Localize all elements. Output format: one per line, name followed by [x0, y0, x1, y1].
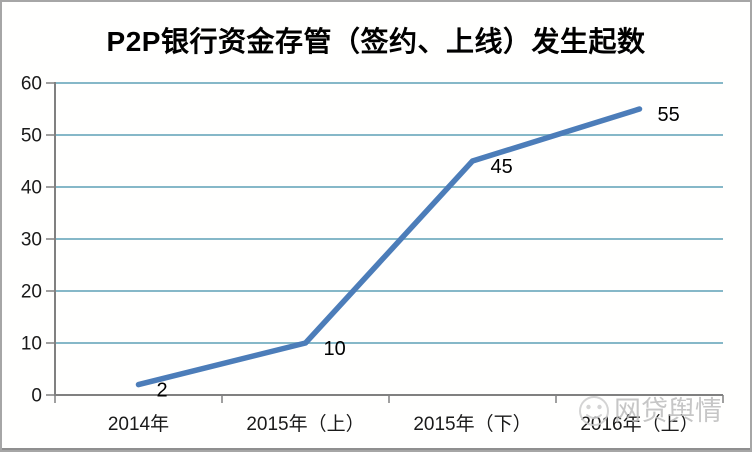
x-axis-label: 2016年（上） [580, 413, 698, 435]
y-axis-label: 30 [21, 230, 42, 251]
x-axis-label: 2015年（下） [413, 413, 531, 435]
data-label: 45 [491, 156, 513, 178]
x-axis-label: 2015年（上） [246, 413, 364, 435]
y-axis-label: 50 [21, 126, 42, 147]
y-axis-label: 10 [21, 334, 42, 355]
y-axis-label: 60 [21, 74, 42, 95]
y-axis-label: 0 [31, 386, 42, 407]
chart-title: P2P银行资金存管（签约、上线）发生起数 [106, 26, 646, 57]
data-label: 2 [157, 380, 168, 402]
data-series-line [135, 106, 643, 388]
data-label: 55 [658, 104, 680, 126]
y-axis-label: 20 [21, 282, 42, 303]
x-axis-label: 2014年 [108, 413, 169, 435]
data-label: 10 [324, 338, 346, 360]
y-axis-label: 40 [21, 178, 42, 199]
